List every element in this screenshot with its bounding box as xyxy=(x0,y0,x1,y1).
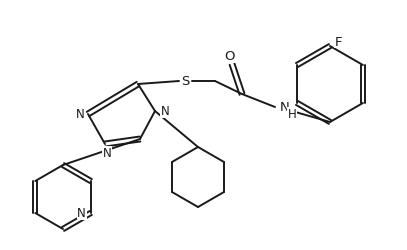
Text: N: N xyxy=(77,207,86,220)
Text: H: H xyxy=(288,108,297,121)
Text: N: N xyxy=(76,108,84,121)
Text: N: N xyxy=(161,105,169,118)
Text: O: O xyxy=(225,50,235,63)
Text: S: S xyxy=(181,75,189,88)
Text: F: F xyxy=(335,35,343,48)
Text: N: N xyxy=(103,147,112,160)
Text: N: N xyxy=(280,101,290,114)
